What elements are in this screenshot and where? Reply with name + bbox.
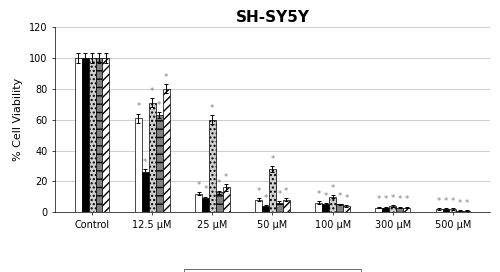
Bar [442, 209, 450, 212]
Text: *: * [136, 102, 140, 111]
Text: *: * [464, 199, 469, 208]
Text: *: * [150, 87, 154, 96]
Text: *: * [217, 179, 222, 188]
Bar [102, 58, 110, 212]
Bar [75, 58, 82, 212]
Text: *: * [404, 196, 408, 205]
Text: *: * [338, 192, 342, 201]
Text: *: * [384, 196, 388, 205]
Text: *: * [264, 194, 268, 203]
Text: *: * [284, 187, 288, 196]
Bar [202, 198, 209, 212]
Bar [195, 194, 202, 212]
Bar [156, 115, 162, 212]
Bar [222, 187, 230, 212]
Text: *: * [330, 184, 335, 193]
Bar [396, 208, 403, 212]
Bar [269, 169, 276, 212]
Text: *: * [437, 197, 441, 206]
Text: *: * [278, 190, 281, 199]
Y-axis label: % Cell Viability: % Cell Viability [14, 78, 24, 161]
Bar [216, 192, 222, 212]
Bar [329, 197, 336, 212]
Bar [376, 208, 382, 212]
Bar [450, 209, 456, 212]
Bar [456, 211, 464, 212]
Bar [436, 209, 442, 212]
Text: *: * [196, 181, 200, 190]
Bar [390, 206, 396, 212]
Text: *: * [458, 199, 462, 208]
Text: *: * [316, 190, 321, 199]
Text: *: * [344, 194, 348, 203]
Text: *: * [157, 101, 162, 110]
Bar [464, 211, 470, 212]
Bar [343, 206, 350, 212]
Bar [276, 203, 283, 212]
Text: *: * [324, 191, 328, 201]
Text: *: * [256, 187, 261, 196]
Bar [316, 203, 322, 212]
Bar [262, 206, 269, 212]
Text: *: * [210, 104, 214, 113]
Text: *: * [451, 197, 455, 206]
Text: *: * [444, 197, 448, 206]
Bar [255, 200, 262, 212]
Bar [283, 200, 290, 212]
Text: *: * [398, 196, 402, 205]
Bar [149, 103, 156, 212]
Bar [162, 89, 170, 212]
Text: *: * [164, 73, 168, 82]
Bar [142, 172, 149, 212]
Bar [403, 208, 410, 212]
Bar [135, 118, 142, 212]
Text: *: * [377, 196, 381, 205]
Bar [82, 58, 88, 212]
Bar [88, 58, 96, 212]
Text: *: * [390, 194, 395, 203]
Text: *: * [143, 158, 148, 167]
Legend: 14, 15, 16, 17, 18: 14, 15, 16, 17, 18 [184, 269, 361, 272]
Bar [96, 58, 102, 212]
Bar [209, 120, 216, 212]
Bar [382, 208, 390, 212]
Text: *: * [224, 173, 228, 182]
Text: *: * [204, 186, 208, 194]
Bar [336, 205, 343, 212]
Title: SH-SY5Y: SH-SY5Y [236, 10, 310, 25]
Text: *: * [270, 154, 274, 163]
Bar [322, 205, 329, 212]
